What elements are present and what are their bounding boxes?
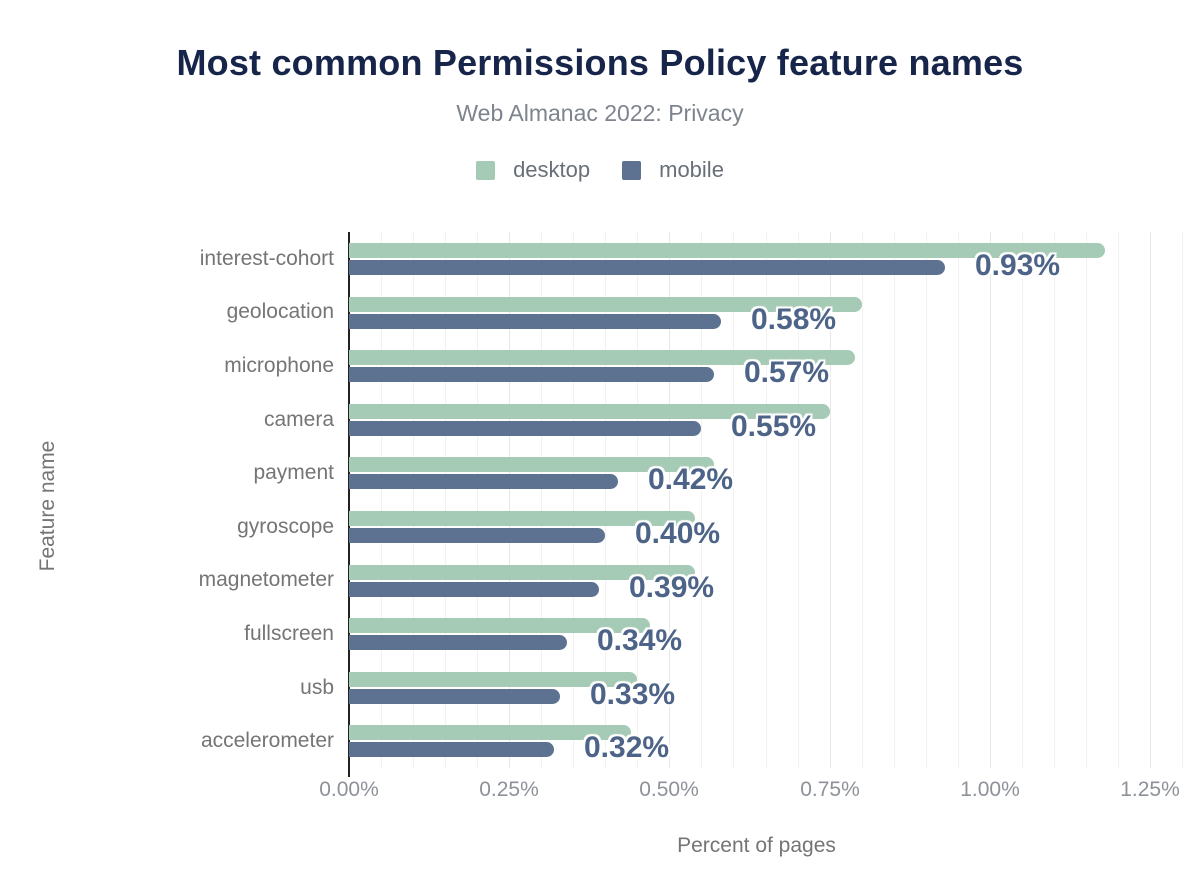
gridline <box>1022 232 1023 768</box>
gridline <box>413 232 414 768</box>
plot-area: interest-cohort 0.93% geolocation 0.58% micr… <box>199 232 1190 768</box>
legend-item-mobile: mobile <box>622 157 724 183</box>
bar-row-microphone: microphone 0.57% <box>224 339 1190 393</box>
gridline <box>669 232 670 768</box>
gridline <box>701 232 702 768</box>
gridline <box>1182 232 1183 768</box>
gridline <box>1086 232 1087 768</box>
bar-value-label: 0.40% <box>635 517 721 550</box>
gridline <box>541 232 542 768</box>
gridline <box>733 232 734 768</box>
y-axis-line <box>348 232 350 777</box>
category-label: payment <box>253 461 334 485</box>
bar-row-gyroscope: gyroscope 0.40% <box>237 500 1190 554</box>
desktop-bar <box>349 457 714 473</box>
x-axis-ticks: 0.00% 0.25% 0.50% 0.75% 1.00% 1.25% <box>319 778 1190 804</box>
gridline <box>445 232 446 768</box>
bar-value-label: 0.93% <box>975 249 1061 282</box>
x-axis-title: Percent of pages <box>677 834 836 857</box>
gridline <box>477 232 478 768</box>
bar-value-label: 0.39% <box>629 570 715 604</box>
x-tick-label: 0.75% <box>800 778 860 801</box>
category-label: accelerometer <box>200 729 334 753</box>
desktop-bar <box>349 296 862 312</box>
bar-value-label: 0.32% <box>584 731 670 765</box>
gridline <box>958 232 959 768</box>
mobile-bar <box>349 313 721 329</box>
mobile-bar <box>349 367 714 383</box>
desktop-bar <box>349 671 637 687</box>
desktop-bar <box>349 511 695 526</box>
desktop-swatch-icon <box>476 160 496 180</box>
mobile-bar <box>349 635 567 651</box>
desktop-bar <box>349 725 631 741</box>
mobile-swatch-icon <box>622 160 642 180</box>
category-label: microphone <box>224 353 334 377</box>
desktop-bar <box>349 618 650 634</box>
bar-value-label: 0.42% <box>648 463 734 497</box>
y-axis-title: Feature name <box>36 440 59 572</box>
gridline <box>1118 232 1119 768</box>
bar-value-label: 0.55% <box>731 409 817 443</box>
legend-label-desktop: desktop <box>513 157 591 182</box>
category-label: magnetometer <box>198 568 334 592</box>
desktop-bar <box>349 564 695 580</box>
x-tick-label: 0.50% <box>639 778 699 801</box>
x-tick-label: 1.25% <box>1120 778 1180 801</box>
bar-value-label: 0.57% <box>744 356 830 390</box>
mobile-bar <box>349 260 945 275</box>
x-tick-label: 1.00% <box>960 778 1020 801</box>
gridline <box>894 232 895 768</box>
category-label: geolocation <box>226 300 334 324</box>
legend: desktop mobile <box>0 157 1200 183</box>
category-label: gyroscope <box>237 514 334 538</box>
desktop-bar <box>349 403 830 419</box>
x-tick-label: 0.25% <box>479 778 539 801</box>
desktop-bar <box>349 243 1105 258</box>
gridline <box>1150 232 1151 768</box>
legend-item-desktop: desktop <box>476 157 590 183</box>
bar-row-usb: usb 0.33% <box>300 661 1190 715</box>
bar-row-camera: camera 0.55% <box>264 393 1190 447</box>
desktop-bar <box>349 350 855 366</box>
gridline <box>990 232 991 768</box>
gridline <box>637 232 638 768</box>
bar-row-accelerometer: accelerometer 0.32% <box>201 714 1190 768</box>
mobile-bar <box>349 581 599 597</box>
gridline <box>605 232 606 768</box>
category-label: camera <box>263 407 334 431</box>
mobile-bar <box>349 528 605 543</box>
bar-value-label: 0.34% <box>597 624 683 658</box>
bar-value-label: 0.58% <box>751 302 837 336</box>
mobile-bar <box>349 742 554 758</box>
mobile-bar <box>349 474 618 490</box>
gridline <box>381 232 382 768</box>
chart-subtitle: Web Almanac 2022: Privacy <box>456 100 744 126</box>
bar-row-geolocation: geolocation 0.58% <box>227 286 1190 340</box>
gridline <box>926 232 927 768</box>
gridline <box>798 232 799 768</box>
category-label: usb <box>300 675 334 699</box>
bar-row-payment: payment 0.42% <box>253 446 1190 500</box>
bar-row-interest-cohort: interest-cohort 0.93% <box>200 232 1190 286</box>
gridline <box>1054 232 1055 768</box>
bar-row-fullscreen: fullscreen 0.34% <box>244 607 1190 661</box>
gridline <box>766 232 767 768</box>
category-label: interest-cohort <box>199 246 334 270</box>
chart-title: Most common Permissions Policy feature n… <box>176 42 1024 83</box>
x-tick-label: 0.00% <box>319 778 379 801</box>
category-label: fullscreen <box>244 621 334 645</box>
bar-value-label: 0.33% <box>590 677 676 711</box>
bar-row-magnetometer: magnetometer 0.39% <box>199 554 1190 608</box>
gridline <box>830 232 831 768</box>
legend-label-mobile: mobile <box>659 157 724 182</box>
gridline <box>509 232 510 768</box>
gridline <box>573 232 574 768</box>
gridline <box>862 232 863 768</box>
mobile-bar <box>349 688 560 704</box>
mobile-bar <box>349 420 701 436</box>
